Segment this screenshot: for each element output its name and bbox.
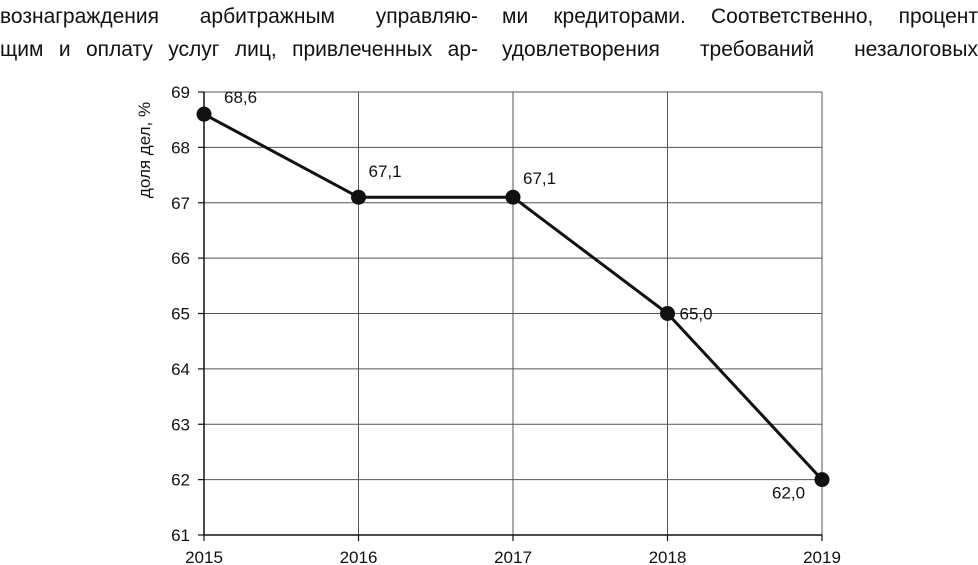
x-tick-label: 2017 [494,548,532,565]
axes [198,91,823,541]
data-label: 62,0 [772,484,805,503]
text-line: вознаграждения арбитражным управляю- [0,5,478,28]
data-point [196,106,212,122]
x-tick-label: 2019 [803,548,841,565]
data-label: 67,1 [523,169,556,188]
y-tick-label: 62 [171,471,190,490]
y-tick-label: 64 [171,360,190,379]
text-line: удовлетворения требований незалоговых [502,38,978,61]
text-line: щим и оплату услуг лиц, привлеченных ар- [0,38,478,61]
y-tick-label: 66 [171,249,190,268]
data-labels: 68,6 67,1 67,1 65,0 62,0 [224,88,805,502]
text-column-right: ми кредиторами. Соответственно, процент … [502,0,978,66]
tick-labels: 61 62 63 64 65 66 67 68 69 2015 2016 2017 2018 2019 [171,83,841,565]
y-tick-label: 67 [171,194,190,213]
data-label: 68,6 [224,88,257,107]
y-tick-label: 65 [171,305,190,324]
data-point [351,189,366,205]
y-tick-label: 63 [171,415,190,434]
data-point [814,472,830,488]
x-tick-label: 2015 [185,548,223,565]
data-point [505,189,521,205]
x-tick-label: 2018 [649,548,687,565]
data-points [196,106,830,488]
grid [204,91,823,535]
y-tick-label: 68 [171,138,190,157]
data-point [660,306,675,321]
y-tick-label: 69 [171,83,190,102]
y-axis-label: доля дел, % [135,102,154,198]
data-label: 67,1 [369,162,402,181]
text-column-left: вознаграждения арбитражным управляю- щим… [0,0,478,66]
x-tick-label: 2016 [340,548,378,565]
y-tick-label: 61 [171,526,190,545]
text-line: ми кредиторами. Соответственно, процент [502,5,978,28]
data-label: 65,0 [680,305,713,324]
